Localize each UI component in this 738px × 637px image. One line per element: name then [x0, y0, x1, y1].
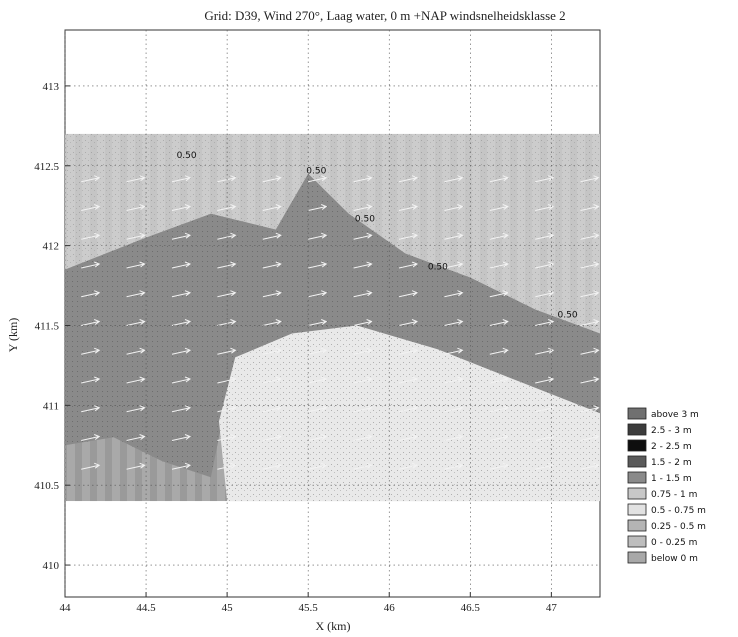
- legend-swatch: [627, 487, 647, 500]
- y-tick-label: 410.5: [34, 480, 59, 492]
- grid: [64, 30, 600, 597]
- x-axis-label: X (km): [316, 619, 351, 633]
- chart-title: Grid: D39, Wind 270°, Laag water, 0 m +N…: [204, 8, 565, 23]
- legend-label: 1 - 1.5 m: [651, 474, 692, 484]
- legend-swatch: [627, 551, 647, 564]
- contour-label: 0.50: [558, 310, 578, 320]
- x-tick-label: 47: [546, 602, 558, 614]
- legend-swatch: [627, 423, 647, 436]
- legend-label: 2.5 - 3 m: [651, 426, 692, 436]
- contour-label: 0.50: [428, 263, 448, 273]
- x-tick-label: 44.5: [136, 602, 156, 614]
- legend-label: 0.75 - 1 m: [651, 490, 697, 500]
- y-tick-label: 411: [43, 400, 59, 412]
- y-tick-label: 412: [43, 241, 60, 253]
- legend-swatch: [627, 455, 647, 468]
- contour-label: 0.50: [306, 167, 326, 177]
- legend-swatch: [627, 407, 647, 420]
- x-tick-label: 45: [222, 602, 234, 614]
- x-tick-label: 46: [384, 602, 396, 614]
- contour-label: 0.50: [355, 215, 375, 225]
- legend-swatch: [627, 503, 647, 516]
- legend-swatch: [627, 535, 647, 548]
- contour-label: 0.50: [177, 151, 197, 161]
- region-north-shallow: [65, 133, 600, 334]
- region-south-shoal: [219, 325, 600, 502]
- legend-label: 2 - 2.5 m: [651, 442, 692, 452]
- y-axis-label: Y (km): [6, 318, 20, 353]
- legend-swatch: [627, 471, 647, 484]
- legend-label: 0.25 - 0.5 m: [651, 522, 706, 532]
- x-tick-label: 46.5: [461, 602, 481, 614]
- x-axis-ticks: 44 44.5 45 45.5 46 46.5 47: [60, 592, 558, 614]
- legend-swatch: [627, 519, 647, 532]
- legend: above 3 m 2.5 - 3 m 2 - 2.5 m 1.5 - 2 m 1 - …: [627, 407, 706, 564]
- y-axis-ticks: 410 410.5 411 411.5 412 412.5 413: [34, 81, 70, 572]
- wave-direction-arrows: [81, 175, 600, 470]
- legend-label: 0.5 - 0.75 m: [651, 506, 706, 516]
- y-tick-label: 412.5: [34, 161, 59, 173]
- contour-labels: 0.50 0.50 0.50 0.50 0.50: [177, 151, 578, 321]
- y-tick-label: 413: [43, 81, 60, 93]
- wave-field: [65, 133, 600, 502]
- legend-label: below 0 m: [651, 554, 698, 564]
- y-tick-label: 410: [43, 560, 60, 572]
- legend-label: above 3 m: [651, 410, 699, 420]
- legend-label: 1.5 - 2 m: [651, 458, 692, 468]
- x-tick-label: 45.5: [299, 602, 319, 614]
- y-tick-label: 411.5: [35, 320, 60, 332]
- legend-swatch: [627, 439, 647, 452]
- legend-label: 0 - 0.25 m: [651, 538, 697, 548]
- x-tick-label: 44: [60, 602, 72, 614]
- region-channel: [65, 173, 600, 478]
